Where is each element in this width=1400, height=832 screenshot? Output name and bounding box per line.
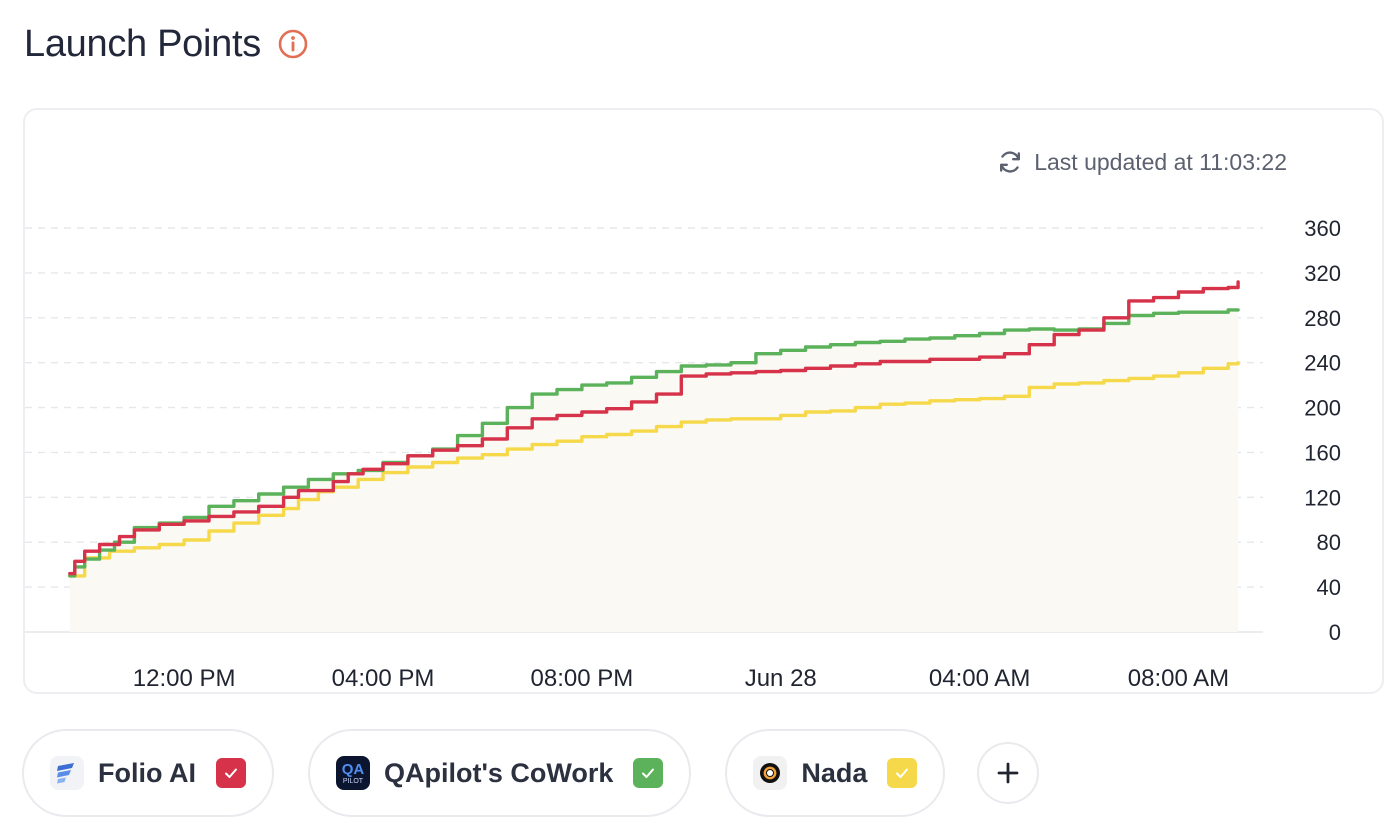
- series-lines: [68, 280, 1240, 578]
- plus-icon: [998, 762, 1019, 784]
- series-line-folio-ai: [68, 280, 1240, 576]
- y-tick-label: 160: [1304, 440, 1341, 465]
- y-tick-label: 200: [1304, 396, 1341, 421]
- info-icon[interactable]: [277, 28, 309, 60]
- page-title: Launch Points: [24, 22, 261, 65]
- y-tick-label: 120: [1304, 485, 1341, 510]
- y-tick-label: 40: [1317, 575, 1341, 600]
- y-tick-label: 320: [1304, 261, 1341, 286]
- chip-folio-ai[interactable]: Folio AI: [22, 729, 274, 817]
- chart-card: 0 40 80 120 160 200 240 280 320 360 12:00 PM 04:00…: [23, 108, 1384, 694]
- chart-area-fill: [69, 309, 1239, 632]
- qapilot-logo: QA PILOT: [335, 756, 370, 790]
- y-tick-label: 0: [1329, 620, 1341, 645]
- competitor-chips: Folio AI QA PILOT QApilot's CoWork Nada: [22, 728, 1040, 818]
- x-tick-label: Jun 28: [745, 665, 817, 692]
- y-axis: 0 40 80 120 160 200 240 280 320 360: [1304, 216, 1341, 645]
- checkbox-nada[interactable]: [887, 758, 918, 788]
- x-tick-label: 08:00 PM: [531, 665, 634, 692]
- y-tick-label: 240: [1304, 351, 1341, 376]
- chip-label: Folio AI: [98, 757, 196, 788]
- folio-ai-logo: [50, 756, 84, 790]
- nada-logo: [753, 756, 788, 790]
- chip-nada[interactable]: Nada: [725, 729, 946, 817]
- header: Launch Points: [24, 20, 309, 68]
- last-updated-text: Last updated at 11:03:22: [1034, 148, 1287, 175]
- chip-qapilot[interactable]: QA PILOT QApilot's CoWork: [307, 729, 692, 817]
- y-tick-label: 360: [1304, 216, 1341, 241]
- refresh-icon[interactable]: [996, 148, 1024, 176]
- area-fill: [69, 309, 1239, 632]
- qapilot-logo-text-bottom: PILOT: [342, 777, 364, 785]
- series-line-qapilot-s-cowork: [68, 308, 1240, 578]
- x-tick-label: 04:00 AM: [929, 665, 1030, 692]
- checkbox-folio-ai[interactable]: [215, 758, 246, 788]
- line-chart: 0 40 80 120 160 200 240 280 320 360 12:00 PM 04:00…: [25, 216, 1341, 692]
- checkbox-qapilot[interactable]: [633, 758, 664, 788]
- add-competitor-button[interactable]: [977, 742, 1040, 804]
- chip-label: Nada: [801, 757, 868, 788]
- x-tick-label: 04:00 PM: [332, 665, 435, 692]
- last-updated: Last updated at 11:03:22: [996, 148, 1287, 176]
- chip-label: QApilot's CoWork: [383, 757, 614, 788]
- qapilot-logo-text-top: QA: [341, 760, 365, 778]
- x-tick-label: 12:00 PM: [133, 665, 236, 692]
- x-tick-label: 08:00 AM: [1128, 665, 1229, 692]
- series-line-nada: [68, 361, 1240, 578]
- y-tick-label: 280: [1304, 306, 1341, 331]
- x-axis: 12:00 PM 04:00 PM 08:00 PM Jun 28 04:00 AM 08…: [133, 665, 1229, 692]
- y-tick-label: 80: [1317, 530, 1341, 555]
